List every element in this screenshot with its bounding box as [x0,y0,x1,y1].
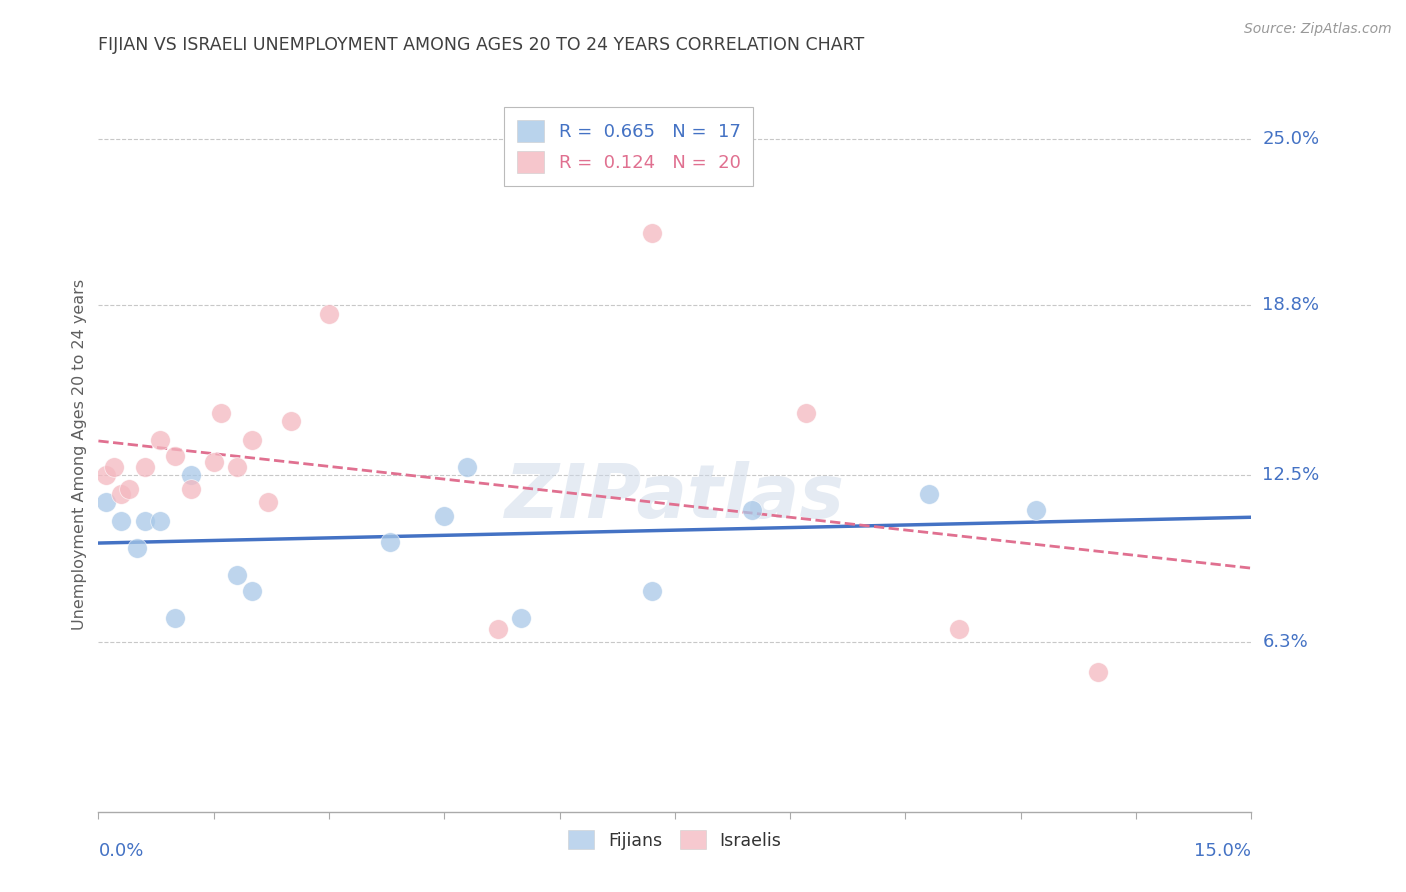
Text: 6.3%: 6.3% [1263,633,1308,651]
Point [256,495,278,509]
Point [149,433,172,447]
Point [433,508,456,523]
Point [134,514,156,528]
Text: 25.0%: 25.0% [1263,129,1320,147]
Point [118,482,141,496]
Point [510,611,533,625]
Point [165,450,187,464]
Point [1025,503,1047,517]
Point [110,514,132,528]
Point [94,468,117,483]
Point [202,455,225,469]
Text: 18.8%: 18.8% [1263,296,1319,315]
Point [94,495,117,509]
Point [180,482,202,496]
Point [225,460,247,475]
Text: 15.0%: 15.0% [1194,842,1251,860]
Point [125,541,148,555]
Text: Source: ZipAtlas.com: Source: ZipAtlas.com [1244,22,1392,37]
Point [209,406,232,420]
Point [641,583,664,598]
Point [794,406,817,420]
Point [380,535,402,549]
Point [456,460,478,475]
Text: 12.5%: 12.5% [1263,467,1320,484]
Point [240,433,263,447]
Point [486,622,509,636]
Y-axis label: Unemployment Among Ages 20 to 24 years: Unemployment Among Ages 20 to 24 years [72,279,87,631]
Point [180,468,202,483]
Point [110,487,132,501]
Point [1087,665,1109,679]
Point [741,503,763,517]
Point [917,487,939,501]
Text: ZIPatlas: ZIPatlas [505,461,845,534]
Point [165,611,187,625]
Point [280,414,302,428]
Point [948,622,970,636]
Point [134,460,156,475]
Point [641,226,664,240]
Point [225,567,247,582]
Text: FIJIAN VS ISRAELI UNEMPLOYMENT AMONG AGES 20 TO 24 YEARS CORRELATION CHART: FIJIAN VS ISRAELI UNEMPLOYMENT AMONG AGE… [98,36,865,54]
Legend: Fijians, Israelis: Fijians, Israelis [561,823,789,856]
Point [318,307,340,321]
Point [240,583,263,598]
Text: 0.0%: 0.0% [98,842,143,860]
Point [103,460,125,475]
Point [149,514,172,528]
